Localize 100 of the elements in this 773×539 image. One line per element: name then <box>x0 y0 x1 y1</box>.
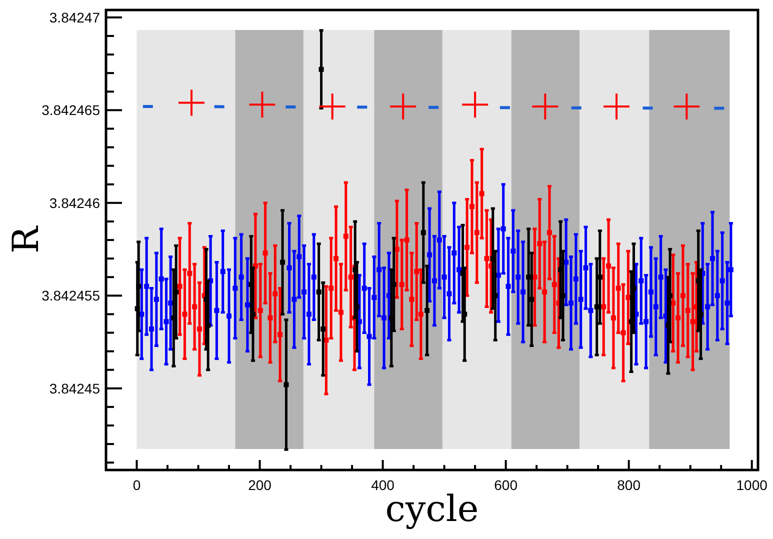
point <box>382 315 387 320</box>
point <box>720 278 725 284</box>
point <box>362 286 367 291</box>
y-axis-title: R <box>6 226 47 254</box>
point <box>268 315 273 320</box>
point <box>318 66 324 72</box>
point <box>334 256 339 262</box>
point <box>278 332 283 338</box>
point <box>249 92 276 118</box>
point <box>432 278 437 284</box>
y-tick-label: 3.842465 <box>42 102 100 118</box>
point <box>262 250 268 256</box>
point <box>409 296 414 302</box>
point <box>479 191 484 196</box>
point <box>302 289 307 294</box>
point <box>578 296 584 302</box>
point <box>343 234 348 239</box>
point <box>226 314 232 319</box>
point <box>583 265 588 270</box>
point <box>552 282 557 288</box>
point <box>537 241 542 246</box>
point <box>144 284 150 289</box>
point <box>420 230 426 236</box>
point <box>520 289 526 294</box>
point <box>404 238 410 242</box>
x-tick-label: 800 <box>617 477 641 493</box>
y-tick-label: 3.842455 <box>42 288 100 304</box>
point <box>280 260 286 265</box>
point <box>366 334 372 339</box>
x-tick-label: 200 <box>248 477 272 493</box>
point <box>606 263 612 268</box>
point <box>474 230 480 236</box>
point <box>436 238 442 242</box>
point <box>390 93 416 120</box>
point <box>568 300 574 306</box>
point <box>238 274 244 280</box>
point <box>690 319 696 324</box>
point <box>154 296 159 302</box>
point <box>542 289 548 294</box>
point <box>192 304 198 310</box>
point <box>676 315 681 320</box>
point <box>464 244 470 250</box>
point <box>705 304 710 310</box>
point <box>149 326 154 332</box>
point <box>710 256 715 262</box>
point <box>573 276 578 282</box>
point <box>214 308 220 313</box>
point <box>272 291 278 296</box>
point <box>258 308 263 313</box>
point <box>456 267 462 272</box>
point <box>532 93 558 120</box>
point <box>399 282 404 288</box>
point <box>164 319 169 324</box>
point <box>427 252 432 258</box>
point <box>316 289 322 294</box>
point <box>601 304 606 310</box>
point <box>658 274 664 280</box>
point <box>510 248 516 254</box>
point <box>452 250 457 256</box>
y-tick-label: 3.84247 <box>49 9 100 26</box>
point <box>616 286 621 291</box>
point <box>469 204 474 210</box>
point <box>284 382 289 388</box>
point <box>610 315 616 320</box>
point <box>187 270 192 276</box>
point <box>446 291 452 296</box>
point <box>685 308 690 313</box>
point <box>296 254 302 260</box>
point <box>196 326 202 332</box>
point <box>529 296 534 302</box>
point <box>232 286 238 291</box>
point <box>546 230 552 236</box>
point <box>626 295 631 300</box>
point <box>338 310 344 315</box>
x-tick-label: 600 <box>494 477 518 493</box>
point <box>158 276 164 282</box>
x-tick-label: 0 <box>132 477 141 493</box>
point <box>178 90 204 116</box>
point <box>516 274 521 280</box>
point <box>376 267 382 272</box>
point <box>604 93 630 120</box>
point <box>319 93 346 120</box>
point <box>306 312 312 317</box>
point <box>500 226 506 232</box>
point <box>320 326 326 332</box>
point <box>484 256 490 262</box>
point <box>674 93 700 120</box>
point <box>506 284 511 289</box>
point <box>348 274 354 280</box>
point <box>462 92 488 118</box>
point <box>724 300 730 306</box>
point <box>653 304 658 310</box>
point <box>714 293 720 298</box>
point <box>418 312 424 317</box>
point <box>311 274 316 280</box>
point <box>220 269 226 274</box>
point <box>244 302 250 308</box>
point <box>680 293 686 298</box>
point <box>648 289 654 294</box>
y-tick-label: 3.84246 <box>49 194 100 211</box>
